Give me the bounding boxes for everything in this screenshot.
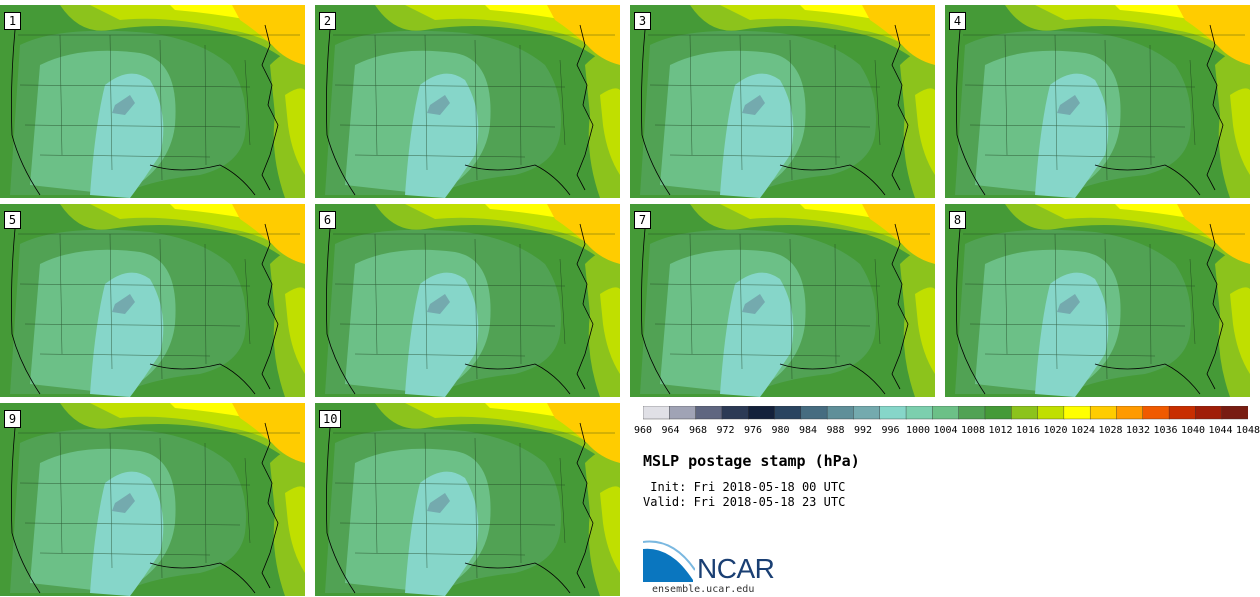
stamp-label: 5 (4, 211, 21, 229)
stamp-label: 8 (949, 211, 966, 229)
colorbar-tick-label: 984 (798, 425, 818, 436)
stamp-map-1 (0, 5, 305, 198)
stamp-map-8 (945, 204, 1250, 397)
stamp-label: 6 (319, 211, 336, 229)
stamp-label: 7 (634, 211, 651, 229)
stamp-label: 9 (4, 410, 21, 428)
stamp-label: 2 (319, 12, 336, 30)
colorbar-swatch (800, 406, 828, 420)
colorbar-tick-label: 964 (661, 425, 680, 436)
stamp-label: 1 (4, 12, 21, 30)
stamp-map-2 (315, 5, 620, 198)
stamp-map-6 (315, 204, 620, 397)
colorbar-tick-label: 960 (633, 425, 653, 436)
stamp-label: 3 (634, 12, 651, 30)
stamp-map-3 (630, 5, 935, 198)
colorbar-tick-label: 1028 (1098, 425, 1123, 436)
stamp-member-5: 5 (0, 204, 305, 397)
website-url[interactable]: ensemble.ucar.edu (652, 584, 755, 595)
valid-time: Valid: Fri 2018-05-18 23 UTC (643, 495, 846, 509)
stamp-map-10 (315, 403, 620, 596)
colorbar-swatch (748, 406, 776, 420)
ncar-logo-text: NCAR (697, 553, 775, 584)
colorbar-tick-label: 980 (771, 425, 790, 436)
stamp-map-9 (0, 403, 305, 596)
stamp-member-4: 4 (945, 5, 1250, 198)
chart-title: MSLP postage stamp (hPa) (643, 452, 860, 470)
colorbar-swatch (1168, 406, 1197, 420)
colorbar-tick-label: 992 (853, 425, 873, 436)
stamp-member-7: 7 (630, 204, 935, 397)
colorbar-swatch (1195, 406, 1223, 420)
colorbar-tick-label: 1008 (960, 425, 986, 436)
colorbar-swatch (905, 406, 934, 420)
colorbar-swatch (1011, 406, 1039, 420)
colorbar-tick-label: 1016 (1015, 425, 1041, 436)
colorbar-tick-label: 1044 (1208, 425, 1233, 436)
colorbar-swatch (958, 406, 986, 420)
colorbar-tick-label: 972 (716, 425, 735, 436)
colorbar-swatch (1089, 406, 1118, 420)
colorbar-swatch (1037, 406, 1065, 420)
stamp-member-1: 1 (0, 5, 305, 198)
stamp-member-9: 9 (0, 403, 305, 596)
colorbar-tick-label: 1032 (1125, 425, 1151, 436)
colorbar-swatch (932, 406, 960, 420)
stamp-member-6: 6 (315, 204, 620, 397)
colorbar-tick-label: 988 (826, 425, 845, 436)
init-time: Init: Fri 2018-05-18 00 UTC (643, 480, 846, 494)
colorbar-tick-label: 1040 (1180, 425, 1206, 436)
colorbar-tick-label: 1024 (1070, 425, 1096, 436)
stamp-member-2: 2 (315, 5, 620, 198)
colorbar-swatch (879, 406, 907, 420)
colorbar-swatch (984, 406, 1012, 420)
colorbar-tick-label: 1000 (905, 425, 931, 436)
colorbar-swatch (1063, 406, 1091, 420)
colorbar-swatch (1116, 406, 1144, 420)
colorbar-tick-label: 1020 (1043, 425, 1068, 436)
stamp-member-10: 10 (315, 403, 620, 596)
mslp-colorbar (643, 406, 1248, 420)
colorbar-tick-label: 1004 (933, 425, 958, 436)
stamp-map-7 (630, 204, 935, 397)
stamp-label: 10 (319, 410, 342, 428)
colorbar-tick-label: 976 (743, 425, 763, 436)
colorbar-swatch (669, 406, 697, 420)
stamp-map-4 (945, 5, 1250, 198)
stamp-label: 4 (949, 12, 966, 30)
colorbar-swatch (826, 406, 855, 420)
ncar-logo-icon (643, 540, 695, 582)
colorbar-tick-label: 1048 (1235, 425, 1260, 436)
colorbar-tick-label: 1012 (988, 425, 1013, 436)
colorbar-swatch (721, 406, 749, 420)
stamp-member-3: 3 (630, 5, 935, 198)
colorbar-swatch (1221, 406, 1248, 420)
colorbar-tick-label: 968 (688, 425, 708, 436)
colorbar-tick-label: 996 (881, 425, 900, 436)
colorbar-swatch (1142, 406, 1170, 420)
stamp-member-8: 8 (945, 204, 1250, 397)
colorbar-swatch (853, 406, 881, 420)
colorbar-swatch (643, 406, 670, 420)
colorbar-swatch (774, 406, 802, 420)
stamp-map-5 (0, 204, 305, 397)
colorbar-tick-label: 1036 (1153, 425, 1178, 436)
colorbar-swatch (695, 406, 723, 420)
